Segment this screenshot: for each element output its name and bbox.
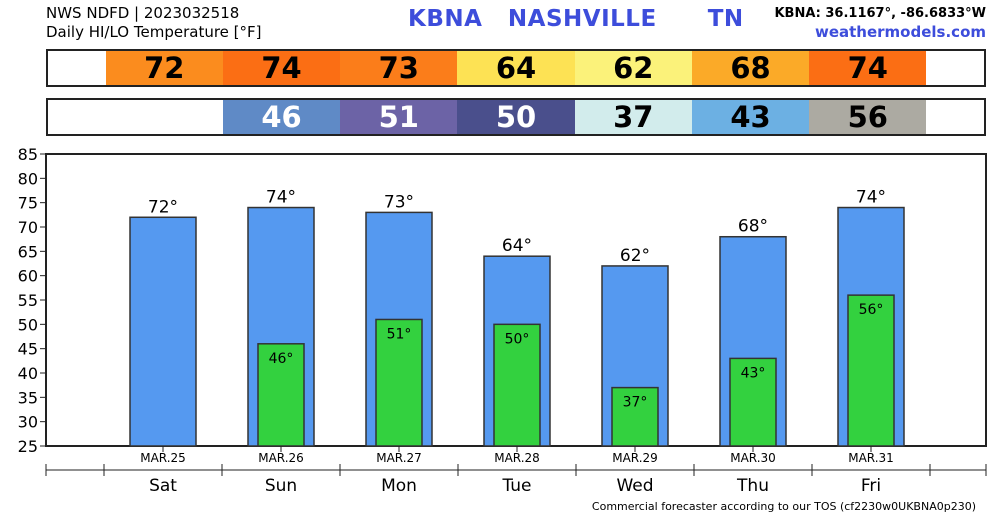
y-tick-label: 55	[18, 291, 38, 310]
y-tick-label: 85	[18, 145, 38, 164]
day-label: Fri	[861, 476, 881, 496]
low-temp-label: 43°	[741, 365, 766, 381]
low-temp-cell: 43	[691, 100, 810, 134]
low-temp-label: 50°	[505, 331, 530, 347]
low-temp-bar	[729, 357, 777, 447]
day-label: Mon	[381, 476, 417, 496]
low-temp-strip: 46 51 50 37 43 56	[46, 98, 986, 136]
day-label: Sat	[149, 476, 177, 496]
day-label: Tue	[501, 476, 531, 496]
high-temp-label: 74°	[856, 188, 886, 208]
y-tick-label: 40	[18, 364, 38, 383]
low-temp-bar	[493, 323, 541, 447]
low-temp-label: 37°	[623, 395, 648, 411]
strip-spacer	[48, 100, 106, 134]
date-label: MAR.27	[376, 451, 422, 465]
y-tick-label: 45	[18, 340, 38, 359]
y-tick-label: 50	[18, 315, 38, 334]
strip-spacer	[926, 51, 984, 85]
low-temp-cell: 50	[457, 100, 575, 134]
model-run-label: NWS NDFD | 2023032518	[46, 4, 240, 22]
day-label: Wed	[616, 476, 653, 496]
high-temp-label: 73°	[384, 192, 414, 212]
y-tick-label: 65	[18, 242, 38, 261]
strip-spacer	[48, 51, 106, 85]
day-label: Thu	[736, 476, 769, 496]
y-tick-label: 70	[18, 218, 38, 237]
high-temp-label: 68°	[738, 217, 768, 237]
high-temp-cell: 72	[105, 51, 223, 85]
low-temp-bar	[257, 343, 305, 447]
high-temp-strip: 72 74 73 64 62 68 74	[46, 49, 986, 87]
product-label: Daily HI/LO Temperature [°F]	[46, 23, 262, 41]
high-temp-label: 62°	[620, 246, 650, 266]
strip-spacer	[926, 100, 984, 134]
header-left: NWS NDFD | 2023032518 Daily HI/LO Temper…	[46, 4, 262, 42]
station-coords: KBNA: 36.1167°, -86.6833°W	[774, 6, 986, 21]
high-temp-bar	[129, 216, 197, 447]
high-temp-cell: 74	[809, 51, 927, 85]
high-temp-cell: 68	[691, 51, 810, 85]
low-temp-label: 56°	[859, 302, 884, 318]
high-temp-label: 64°	[502, 236, 532, 256]
high-temp-cell: 74	[222, 51, 341, 85]
high-temp-cell: 62	[574, 51, 692, 85]
date-label: MAR.30	[730, 451, 776, 465]
low-temp-cell	[105, 100, 223, 134]
site-link[interactable]: weathermodels.com	[814, 23, 986, 41]
high-temp-cell: 64	[457, 51, 575, 85]
date-label: MAR.28	[494, 451, 540, 465]
date-label: MAR.25	[140, 451, 186, 465]
header-right: KBNA: 36.1167°, -86.6833°W weathermodels…	[774, 4, 986, 42]
high-temp-label: 72°	[148, 197, 178, 217]
date-label: MAR.29	[612, 451, 658, 465]
day-label: Sun	[265, 476, 297, 496]
low-temp-cell: 37	[574, 100, 692, 134]
low-temp-bar	[375, 318, 423, 447]
low-temp-label: 46°	[269, 351, 294, 367]
low-temp-cell: 46	[222, 100, 341, 134]
y-tick-label: 30	[18, 413, 38, 432]
high-temp-cell: 73	[340, 51, 458, 85]
footer-note: Commercial forecaster according to our T…	[591, 500, 976, 513]
station-title: KBNA NASHVILLE TN	[408, 6, 744, 32]
date-label: MAR.26	[258, 451, 304, 465]
y-tick-label: 60	[18, 267, 38, 286]
low-temp-label: 51°	[387, 326, 412, 342]
y-tick-label: 25	[18, 437, 38, 456]
y-tick-label: 80	[18, 169, 38, 188]
y-tick-label: 35	[18, 388, 38, 407]
low-temp-bar	[847, 294, 895, 447]
high-temp-label: 74°	[266, 188, 296, 208]
date-label: MAR.31	[848, 451, 894, 465]
low-temp-cell: 51	[340, 100, 458, 134]
y-tick-label: 75	[18, 194, 38, 213]
low-temp-cell: 56	[809, 100, 927, 134]
